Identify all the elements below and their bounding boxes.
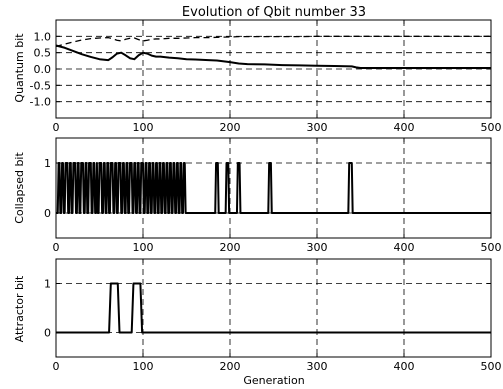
quantum-bit-xtick-label-3: 300 bbox=[307, 121, 328, 134]
collapsed-bit-ytick-label-1: 0 bbox=[44, 207, 51, 220]
attractor-bit-xtick-label-5: 500 bbox=[481, 360, 502, 373]
attractor-bit-xtick-label-0: 0 bbox=[53, 360, 60, 373]
collapsed-bit-xtick-label-3: 300 bbox=[307, 241, 328, 254]
quantum-bit-xtick-label-0: 0 bbox=[53, 121, 60, 134]
collapsed-bit-xtick-label-4: 400 bbox=[394, 241, 415, 254]
quantum-bit-ytick-label-4: -1.0 bbox=[30, 96, 51, 109]
attractor-bit-ylabel: Attractor bit bbox=[13, 275, 26, 342]
quantum-bit-ytick-label-1: 0.5 bbox=[34, 47, 52, 60]
quantum-bit-ytick-label-0: 1.0 bbox=[34, 30, 52, 43]
attractor-bit-series-0-line bbox=[56, 282, 491, 334]
quantum-bit-panel: 0 100 200 300 400 500 1.0 0.5 0.0 -0.5 -1.0 bbox=[30, 19, 502, 134]
quantum-bit-ytick-label-2: 0.0 bbox=[34, 63, 52, 76]
quantum-bit-xtick-label-1: 100 bbox=[133, 121, 154, 134]
attractor-bit-ytick-label-1: 0 bbox=[44, 327, 51, 340]
quantum-bit-series-0-line bbox=[55, 44, 491, 70]
collapsed-bit-ytick-label-0: 1 bbox=[44, 157, 51, 170]
attractor-bit-xtick-label-4: 400 bbox=[394, 360, 415, 373]
collapsed-bit-ylabel: Collapsed bit bbox=[13, 152, 26, 224]
collapsed-bit-panel: 0 100 200 300 400 500 1 0 bbox=[44, 137, 502, 254]
collapsed-bit-series-0-line bbox=[56, 162, 491, 214]
collapsed-bit-xtick-label-5: 500 bbox=[481, 241, 502, 254]
quantum-bit-xtick-label-5: 500 bbox=[481, 121, 502, 134]
collapsed-bit-axes-frame bbox=[55, 137, 492, 239]
generation-xlabel: Generation bbox=[243, 374, 304, 387]
attractor-bit-panel: 0 100 200 300 400 500 1 0 bbox=[44, 258, 502, 373]
quantum-bit-xtick-label-4: 400 bbox=[394, 121, 415, 134]
attractor-bit-ytick-label-0: 1 bbox=[44, 278, 51, 291]
collapsed-bit-xtick-label-0: 0 bbox=[53, 241, 60, 254]
attractor-bit-xtick-label-2: 200 bbox=[220, 360, 241, 373]
quantum-bit-ylabel: Quantum bit bbox=[13, 33, 26, 103]
chart-title: Evolution of Qbit number 33 bbox=[182, 5, 366, 20]
quantum-bit-ytick-label-3: -0.5 bbox=[30, 79, 51, 92]
attractor-bit-xtick-label-1: 100 bbox=[133, 360, 154, 373]
collapsed-bit-xtick-label-1: 100 bbox=[133, 241, 154, 254]
quantum-bit-series-1-line bbox=[55, 35, 491, 48]
attractor-bit-xtick-label-3: 300 bbox=[307, 360, 328, 373]
attractor-bit-axes-frame bbox=[55, 258, 492, 358]
quantum-bit-xtick-label-2: 200 bbox=[220, 121, 241, 134]
collapsed-bit-xtick-label-2: 200 bbox=[220, 241, 241, 254]
